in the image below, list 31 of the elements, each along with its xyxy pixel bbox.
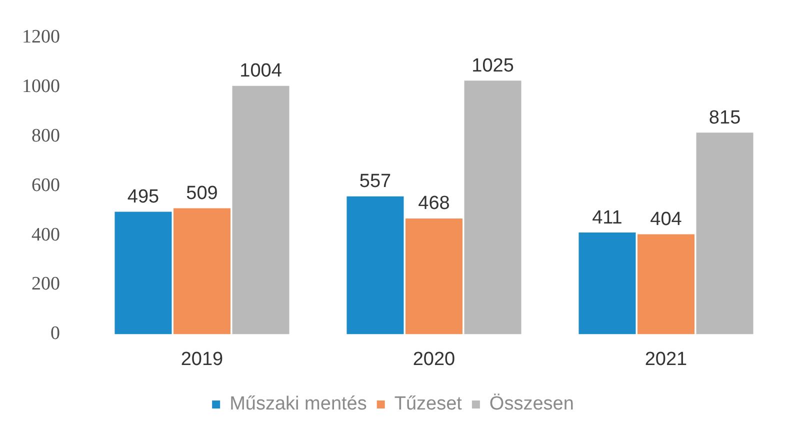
data-label: 411	[592, 207, 622, 228]
bar	[346, 196, 404, 334]
x-tick-label: 2020	[412, 348, 456, 370]
y-tick-label: 0	[50, 323, 60, 344]
bar	[405, 218, 463, 334]
data-label: 509	[186, 183, 218, 204]
data-label: 557	[359, 171, 392, 192]
y-tick-label: 1200	[22, 26, 60, 48]
data-label: 495	[127, 186, 160, 208]
bar	[696, 132, 754, 334]
legend-label: Műszaki mentés	[230, 394, 367, 415]
data-label: 815	[708, 107, 741, 128]
data-label: 1025	[472, 55, 514, 76]
y-tick-label: 1000	[22, 76, 60, 97]
bar	[464, 80, 522, 334]
bar	[637, 234, 695, 334]
data-label: 1004	[240, 60, 282, 82]
bar	[114, 212, 172, 334]
legend-label: Összesen	[489, 394, 574, 415]
x-tick-label: 2019	[180, 348, 224, 370]
data-label: 404	[650, 209, 682, 230]
bar	[232, 86, 290, 334]
y-tick-label: 200	[32, 274, 60, 295]
x-tick-label: 2021	[644, 348, 688, 370]
bar	[173, 208, 231, 334]
y-tick-label: 800	[32, 125, 60, 146]
data-label: 468	[418, 193, 450, 214]
y-tick-label: 400	[32, 224, 60, 246]
legend-label: Tűzeset	[394, 394, 463, 415]
bar	[578, 232, 636, 334]
y-tick-label: 600	[32, 174, 60, 196]
